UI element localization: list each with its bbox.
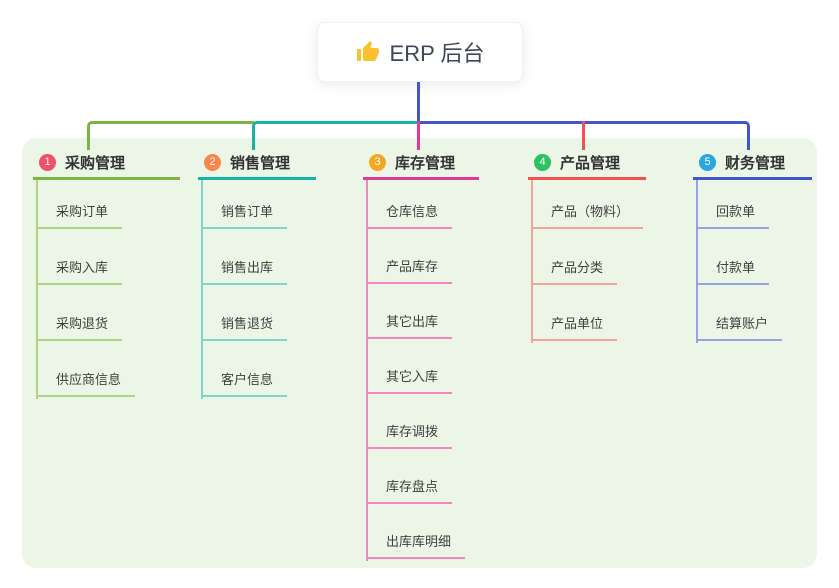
leaf-node-purchase-management-1[interactable]: 采购入库 [36,259,123,285]
branch-number-badge: 1 [39,154,56,171]
leaf-node-sales-management-2[interactable]: 销售退货 [201,315,288,341]
leaf-node-product-management-2[interactable]: 产品单位 [531,315,618,341]
branch-number-badge: 3 [369,154,386,171]
leaf-node-purchase-management-2[interactable]: 采购退货 [36,315,123,341]
branch-number-badge: 2 [204,154,221,171]
leaf-node-inventory-management-0[interactable]: 仓库信息 [366,203,453,229]
leaf-node-finance-management-1[interactable]: 付款单 [696,259,770,285]
leaf-node-purchase-management-0[interactable]: 采购订单 [36,203,123,229]
leaf-node-inventory-management-1[interactable]: 产品库存 [366,258,453,284]
leaf-node-finance-management-0[interactable]: 回款单 [696,203,770,229]
branch-number-badge: 5 [699,154,716,171]
leaf-node-inventory-management-5[interactable]: 库存盘点 [366,478,453,504]
branch-spine-line [696,180,698,343]
root-node[interactable]: ERP 后台 [317,22,523,82]
branch-label: 产品管理 [560,155,621,172]
root-title: ERP 后台 [389,41,485,66]
connector-line [582,121,585,150]
branch-title-sales-management[interactable]: 2 销售管理 [198,148,316,180]
connector-line [417,82,420,124]
leaf-node-product-management-1[interactable]: 产品分类 [531,259,618,285]
branch-title-product-management[interactable]: 4 产品管理 [528,148,646,180]
branch-spine-line [201,180,203,399]
branch-title-finance-management[interactable]: 5 财务管理 [693,148,812,180]
leaf-node-sales-management-0[interactable]: 销售订单 [201,203,288,229]
branch-spine-line [531,180,533,343]
branch-label: 库存管理 [395,155,456,172]
leaf-node-inventory-management-6[interactable]: 出库库明细 [366,533,466,559]
leaf-node-sales-management-1[interactable]: 销售出库 [201,259,288,285]
thumbs-up-icon [356,41,379,61]
connector-line [252,121,417,150]
leaf-node-inventory-management-2[interactable]: 其它出库 [366,313,453,339]
branch-title-inventory-management[interactable]: 3 库存管理 [363,148,479,180]
leaf-node-purchase-management-3[interactable]: 供应商信息 [36,371,136,397]
connector-line [417,121,420,150]
leaf-node-sales-management-3[interactable]: 客户信息 [201,371,288,397]
branch-number-badge: 4 [534,154,551,171]
connector-line [87,121,254,150]
leaf-node-finance-management-2[interactable]: 结算账户 [696,315,783,341]
branch-label: 采购管理 [65,155,126,172]
branch-spine-line [366,180,368,561]
leaf-node-inventory-management-4[interactable]: 库存调拨 [366,423,453,449]
branch-spine-line [36,180,38,399]
branches-panel [22,138,817,568]
branch-label: 财务管理 [725,155,786,172]
leaf-node-inventory-management-3[interactable]: 其它入库 [366,368,453,394]
branch-title-purchase-management[interactable]: 1 采购管理 [33,148,180,180]
leaf-node-product-management-0[interactable]: 产品（物料） [531,203,644,229]
branch-label: 销售管理 [230,155,291,172]
